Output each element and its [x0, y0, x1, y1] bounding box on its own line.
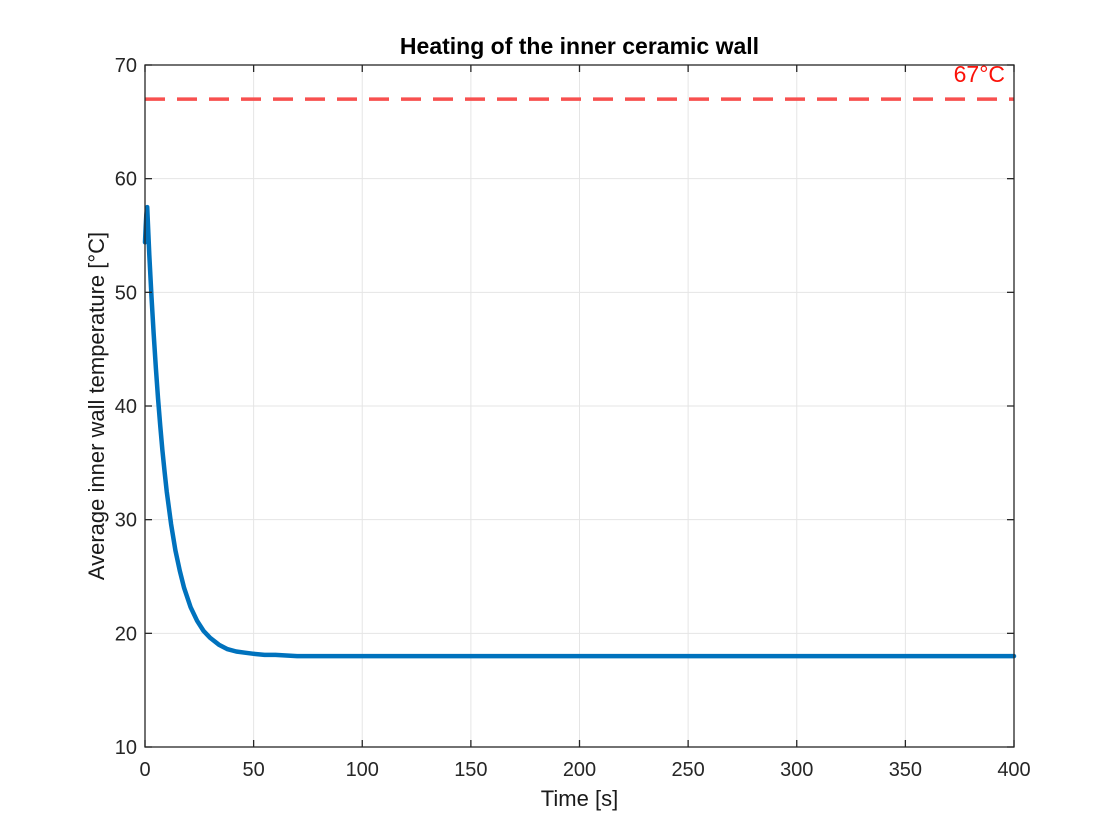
- y-axis-label: Average inner wall temperature [°C]: [84, 231, 109, 581]
- x-tick-label: 150: [454, 759, 487, 781]
- x-tick-label: 250: [671, 759, 704, 781]
- x-tick-label: 350: [889, 759, 922, 781]
- y-tick-label: 30: [115, 510, 137, 532]
- x-tick-label: 100: [346, 759, 379, 781]
- y-tick-label: 20: [115, 623, 137, 645]
- x-tick-label: 0: [139, 759, 150, 781]
- y-tick-label: 60: [115, 169, 137, 191]
- y-tick-label: 40: [115, 396, 137, 418]
- x-tick-label: 200: [563, 759, 596, 781]
- y-tick-label: 50: [115, 282, 137, 304]
- y-tick-label: 70: [115, 55, 137, 77]
- x-axis-label: Time [s]: [540, 786, 619, 811]
- x-tick-label: 50: [243, 759, 265, 781]
- y-tick-label: 10: [115, 737, 137, 759]
- series-average-inner-wall-temperature: [142, 204, 1017, 659]
- x-tick-label: 400: [997, 759, 1030, 781]
- chart-title: Heating of the inner ceramic wall: [399, 33, 760, 59]
- x-tick-label: 300: [780, 759, 813, 781]
- threshold-annotation: 67°C: [953, 61, 1005, 87]
